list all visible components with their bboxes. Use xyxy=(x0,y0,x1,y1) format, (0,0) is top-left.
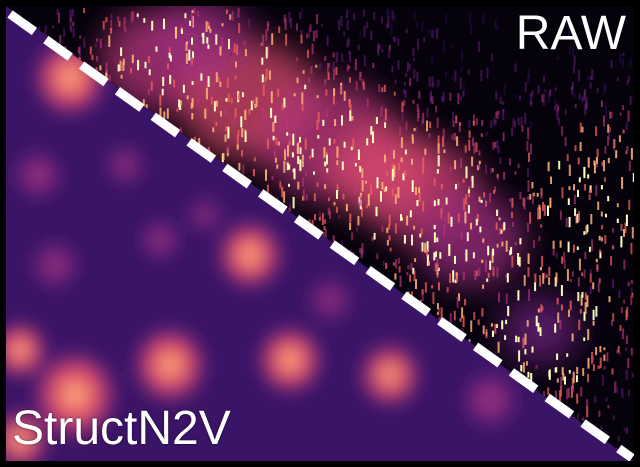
raw-label: RAW xyxy=(515,7,626,60)
denoised-label: StructN2V xyxy=(12,402,231,455)
diagonal-divider xyxy=(7,10,635,462)
